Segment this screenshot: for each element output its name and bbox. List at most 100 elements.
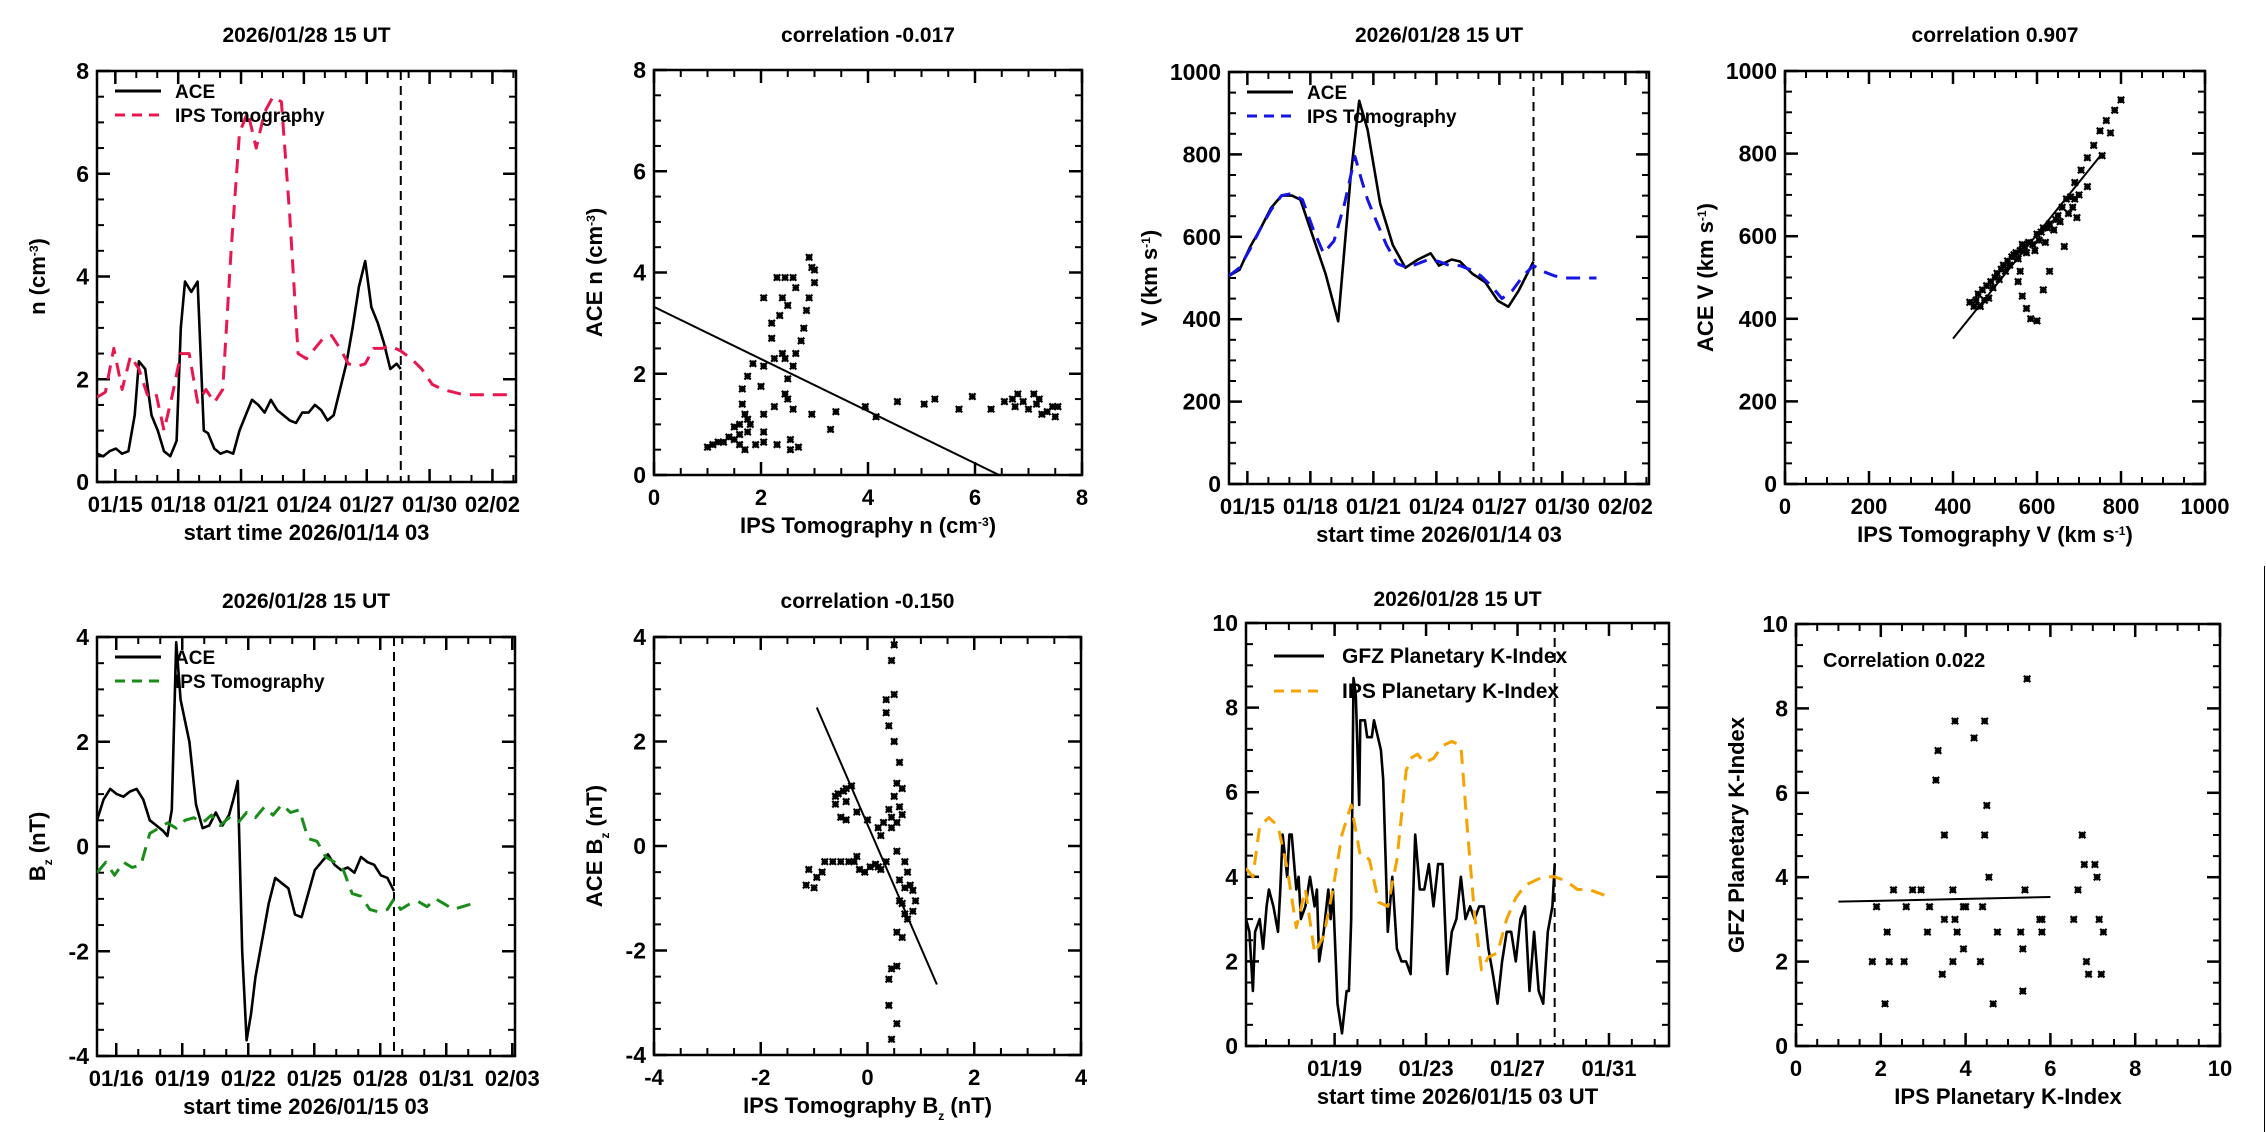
scatter-point xyxy=(1019,397,1028,406)
scatter-point xyxy=(2068,203,2077,212)
scatter-point xyxy=(882,857,891,866)
y-tick-label: -2 xyxy=(69,938,89,964)
scatter-point xyxy=(2022,304,2031,313)
scatter-point xyxy=(903,915,912,924)
scatter-point xyxy=(767,334,776,343)
y-tick-label: 2 xyxy=(76,366,89,392)
scatter-point xyxy=(2058,203,2067,212)
y-tick-label: 200 xyxy=(1183,389,1221,415)
scatter-point xyxy=(1989,999,1998,1008)
series-line-ips-tomography xyxy=(97,95,516,433)
y-tick-label: 1000 xyxy=(1170,59,1221,85)
series-line-ace xyxy=(1229,99,1535,323)
scatter-point xyxy=(2016,928,2025,937)
y-tick-label: 8 xyxy=(1775,695,1788,721)
scatter-point xyxy=(898,810,907,819)
scatter-point xyxy=(1885,957,1894,966)
y-axis-label: n (cm-3) xyxy=(25,238,50,315)
scatter-point xyxy=(1976,302,1985,311)
scatter-point xyxy=(797,336,806,345)
scatter-point xyxy=(831,407,840,416)
y-tick-label: 8 xyxy=(76,58,89,84)
x-tick-label: 600 xyxy=(2019,494,2056,519)
y-tick-label: 2 xyxy=(1225,948,1238,974)
scatter-point xyxy=(2099,928,2108,937)
scatter-point xyxy=(895,875,904,884)
scatter-point xyxy=(893,397,902,406)
scatter-point xyxy=(786,435,795,444)
scatter-point xyxy=(1951,717,1959,726)
x-tick-label: 6 xyxy=(969,485,981,510)
scatter-point xyxy=(2056,217,2065,226)
scatter-point xyxy=(1984,294,1993,303)
y-tick-label: 0 xyxy=(76,469,89,495)
plot-frame xyxy=(652,635,1083,1057)
scatter-point xyxy=(2083,153,2092,162)
y-axis-label: ACE V (km s-1) xyxy=(1693,203,1718,352)
y-tick-label: 0 xyxy=(633,833,646,859)
x-tick-label: 2 xyxy=(755,485,767,510)
x-tick-label: 01/27 xyxy=(339,492,394,517)
y-tick-label: 2 xyxy=(76,729,89,755)
scatter-point xyxy=(826,425,835,434)
x-tick-label: -2 xyxy=(751,1065,771,1090)
scatter-point xyxy=(770,402,779,411)
scatter-point xyxy=(954,405,963,414)
x-tick-label: 8 xyxy=(1076,485,1088,510)
scatter-point xyxy=(898,933,907,942)
y-tick-label: 0 xyxy=(1775,1033,1788,1059)
scatter-point xyxy=(773,440,782,449)
x-tick-label: 01/18 xyxy=(151,492,206,517)
legend-label: IPS Planetary K-Index xyxy=(1342,680,1559,703)
scatter-point xyxy=(895,802,904,811)
series-line-ace xyxy=(97,259,402,458)
x-tick-label: 0 xyxy=(861,1065,873,1090)
scatter-point xyxy=(1011,402,1020,411)
scatter-point xyxy=(1959,944,1968,953)
scatter-point xyxy=(805,253,814,262)
y-axis-label: Bz (nT) xyxy=(25,812,55,882)
scatter-point xyxy=(820,857,829,866)
scatter-point xyxy=(1982,801,1991,810)
y-tick-label: 4 xyxy=(633,624,646,650)
scatter-point xyxy=(890,737,899,746)
x-tick-label: 01/27 xyxy=(1472,494,1527,519)
scatter-point xyxy=(1917,885,1926,894)
x-tick-label: 01/15 xyxy=(88,492,143,517)
kindex-timeseries-panel: 2026/01/28 15 UT 01/19 01/23 01/27 01/31 0 2 4 6… xyxy=(1212,588,1671,1109)
scatter-point xyxy=(1900,957,1909,966)
correlation-annotation: Correlation 0.022 xyxy=(1823,650,1985,672)
x-tick-label: 400 xyxy=(1935,494,1972,519)
y-tick-label: 800 xyxy=(1739,141,1777,167)
scatter-point xyxy=(1934,746,1943,755)
scatter-point xyxy=(890,690,899,699)
x-tick-label: 01/19 xyxy=(155,1066,210,1091)
x-tick-label: 01/21 xyxy=(214,492,269,517)
y-tick-label: 200 xyxy=(1739,388,1777,414)
scatter-point xyxy=(2077,166,2086,175)
chart-title: 2026/01/28 15 UT xyxy=(1355,24,1523,47)
scatter-point xyxy=(759,293,768,302)
scatter-point xyxy=(2001,267,2010,276)
scatter-point xyxy=(2073,885,2082,894)
series-line-ips-tomography xyxy=(97,803,472,914)
scatter-point xyxy=(836,857,845,866)
y-tick-label: -2 xyxy=(626,938,646,964)
x-tick-label: 01/30 xyxy=(402,492,457,517)
scatter-point xyxy=(786,445,795,454)
scatter-point xyxy=(2005,261,2014,270)
y-tick-label: 4 xyxy=(76,264,89,290)
y-tick-label: 2 xyxy=(633,729,646,755)
scatter-point xyxy=(2082,957,2091,966)
x-tick-label: 8 xyxy=(2129,1056,2141,1081)
scatter-point xyxy=(852,852,861,861)
scatter-point xyxy=(807,410,816,419)
scatter-point xyxy=(2035,236,2044,245)
scatter-point xyxy=(863,815,872,824)
scatter-point xyxy=(834,789,843,798)
scatter-point xyxy=(1872,902,1881,911)
x-axis-label: IPS Tomography Bz (nT) xyxy=(743,1093,992,1123)
scatter-point xyxy=(900,857,909,866)
scatter-point xyxy=(1881,999,1890,1008)
scatter-point xyxy=(781,354,790,363)
